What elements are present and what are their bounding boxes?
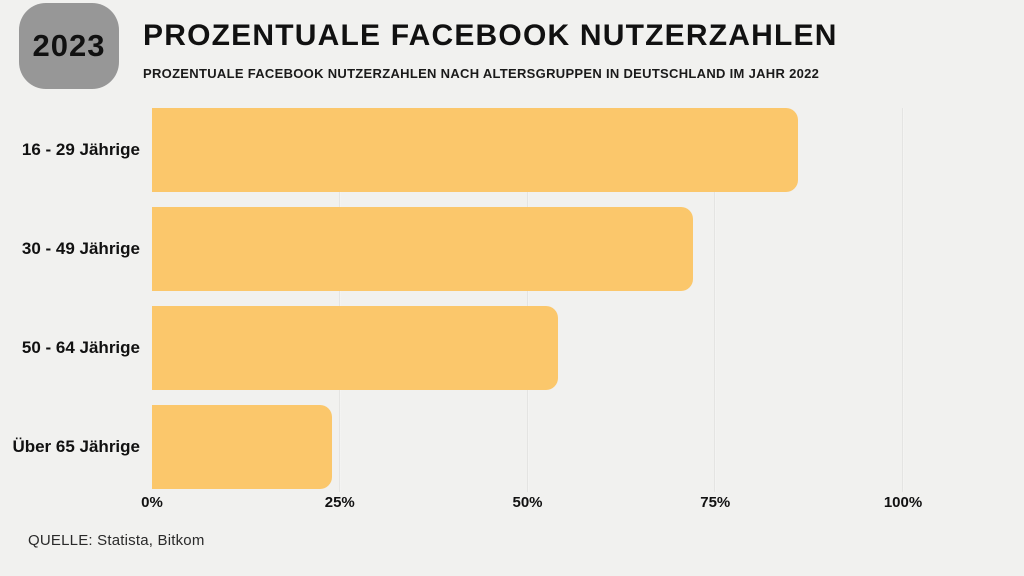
gridline-100 <box>902 108 904 492</box>
category-label-30-49: 30 - 49 Jährige <box>21 239 140 258</box>
value-bar-ueber-65 <box>152 405 333 489</box>
year-badge: 2023 <box>19 3 119 89</box>
chart-row: 50 - 64 Jährige <box>0 306 1024 390</box>
page-title: PROZENTUALE FACEBOOK NUTZERZAHLEN <box>143 19 838 52</box>
page-subtitle: PROZENTUALE FACEBOOK NUTZERZAHLEN NACH A… <box>143 66 820 81</box>
bar-track <box>152 108 903 192</box>
category-label-16-29: 16 - 29 Jährige <box>21 140 140 159</box>
bar-track <box>152 405 903 489</box>
value-bar-16-29 <box>152 108 798 192</box>
gridline-25 <box>338 108 341 492</box>
x-tick-100: 100% <box>883 494 923 511</box>
x-tick-75: 75% <box>700 494 731 511</box>
x-tick-0: 0% <box>141 494 163 511</box>
chart-row: 16 - 29 Jährige <box>0 108 1024 192</box>
gridline-50 <box>526 108 529 492</box>
category-label-50-64: 50 - 64 Jährige <box>21 338 140 357</box>
gridline-75 <box>714 108 717 492</box>
chart-gridlines <box>152 108 904 492</box>
bar-track <box>152 207 903 291</box>
category-label-ueber-65: Über 65 Jährige <box>12 437 140 456</box>
x-tick-25: 25% <box>324 494 355 511</box>
bar-chart: 16 - 29 Jährige 30 - 49 Jährige 50 - 64 … <box>0 108 1024 489</box>
bar-track <box>152 306 903 390</box>
x-axis: 0% 25% 50% 75% 100% <box>141 494 922 516</box>
year-badge-label: 2023 <box>32 28 106 63</box>
chart-row: Über 65 Jährige <box>0 405 1024 489</box>
x-tick-50: 50% <box>512 494 543 511</box>
source-credit: QUELLE: Statista, Bitkom <box>28 532 205 549</box>
value-bar-30-49 <box>152 207 693 291</box>
chart-row: 30 - 49 Jährige <box>0 207 1024 291</box>
value-bar-50-64 <box>152 306 558 390</box>
